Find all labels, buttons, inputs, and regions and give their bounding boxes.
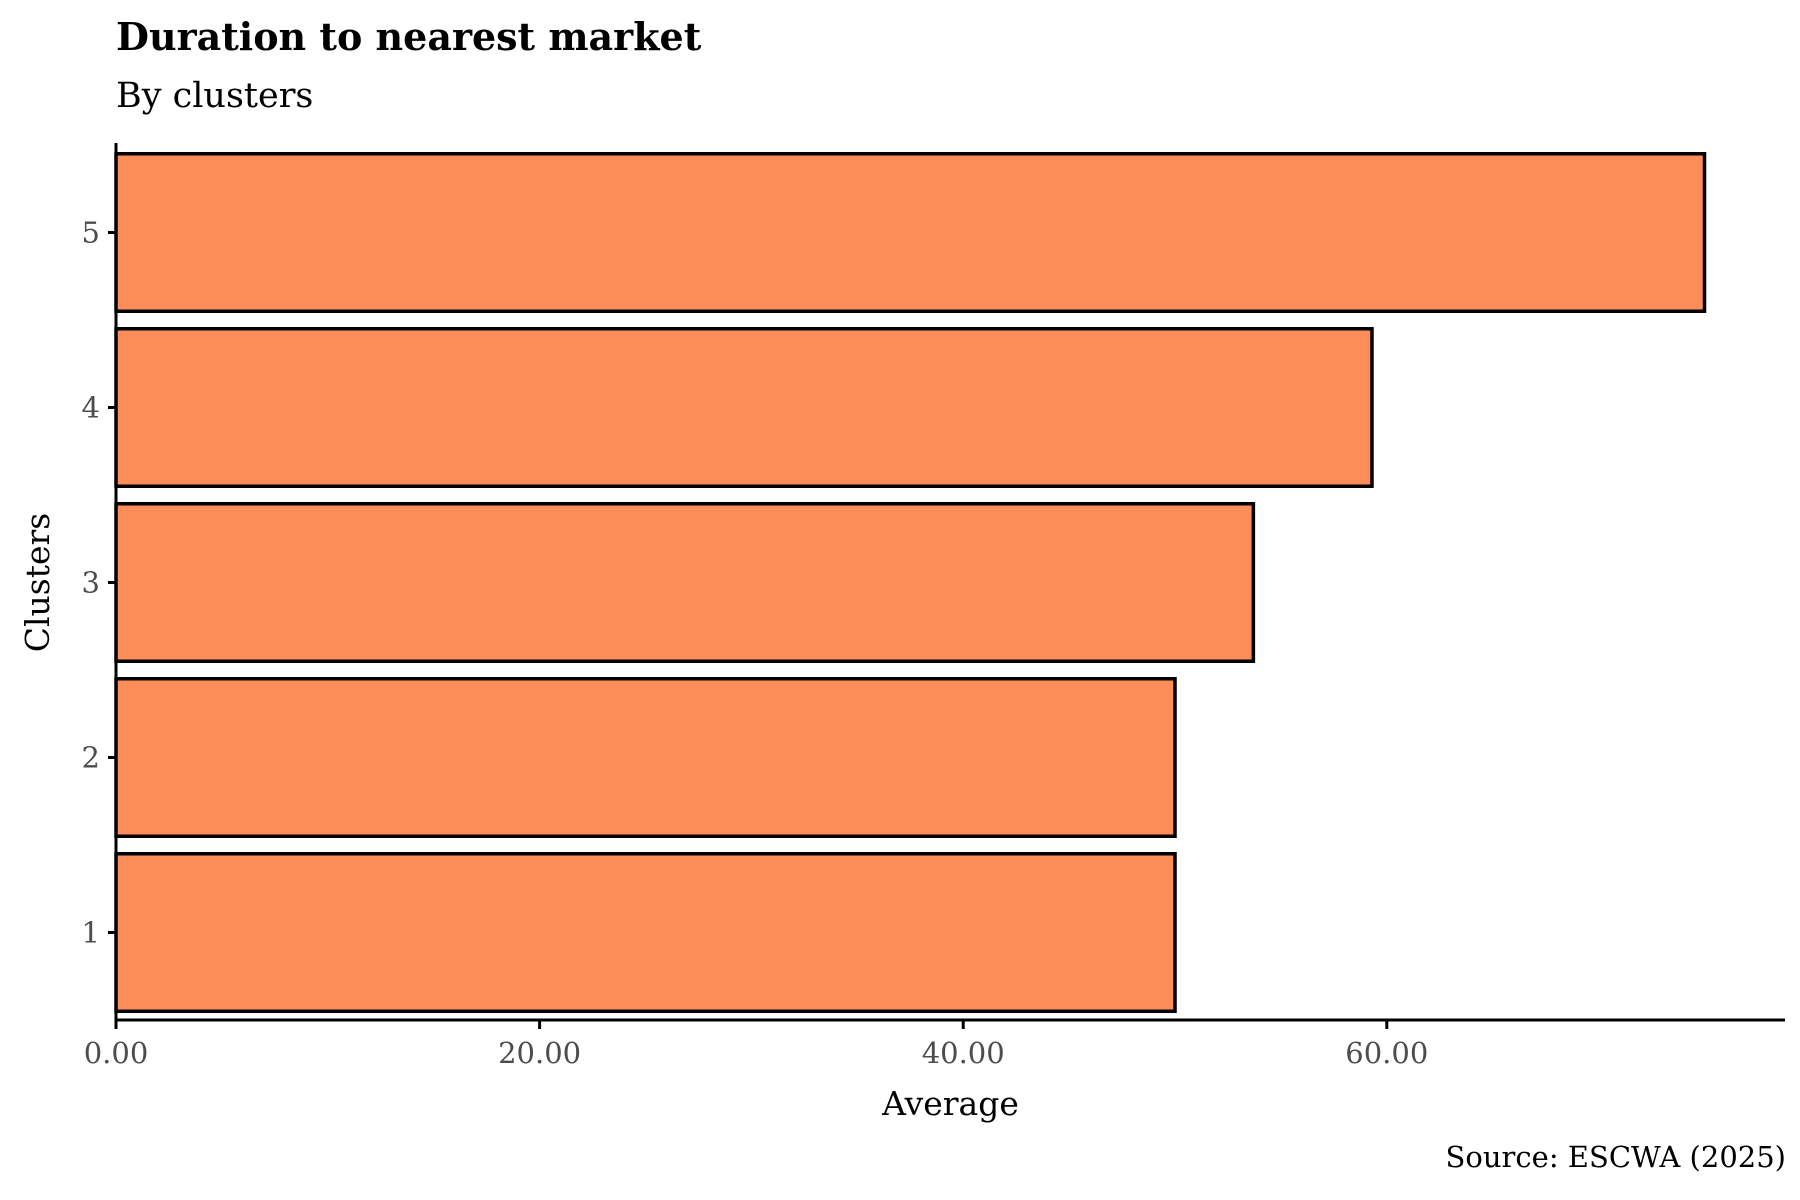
bars-group bbox=[114, 152, 1707, 1013]
x-tick-label: 20.00 bbox=[498, 1036, 581, 1070]
y-axis-title: Clusters bbox=[18, 513, 57, 653]
chart-title: Duration to nearest market bbox=[116, 14, 702, 59]
x-tick-label: 0.00 bbox=[84, 1036, 149, 1070]
x-tick-label: 40.00 bbox=[922, 1036, 1005, 1070]
x-tick-label: 60.00 bbox=[1345, 1036, 1428, 1070]
bar-cluster-3 bbox=[114, 502, 1256, 663]
chart-subtitle: By clusters bbox=[116, 76, 314, 116]
y-tick-label: 3 bbox=[82, 566, 100, 600]
bar-cluster-2 bbox=[114, 677, 1177, 838]
y-tick-label: 2 bbox=[82, 741, 100, 775]
source-caption: Source: ESCWA (2025) bbox=[1445, 1140, 1786, 1174]
bar-cluster-1 bbox=[114, 852, 1177, 1013]
y-tick-label: 5 bbox=[82, 216, 100, 250]
y-tick-label: 1 bbox=[82, 916, 100, 950]
x-axis-title: Average bbox=[881, 1084, 1019, 1123]
bar-cluster-5 bbox=[114, 152, 1707, 313]
bar-cluster-4 bbox=[114, 327, 1374, 488]
y-tick-label: 4 bbox=[82, 391, 100, 425]
axes-group: 1 2 3 4 5 0.00 20.00 40.00 60.00 bbox=[82, 143, 1785, 1070]
